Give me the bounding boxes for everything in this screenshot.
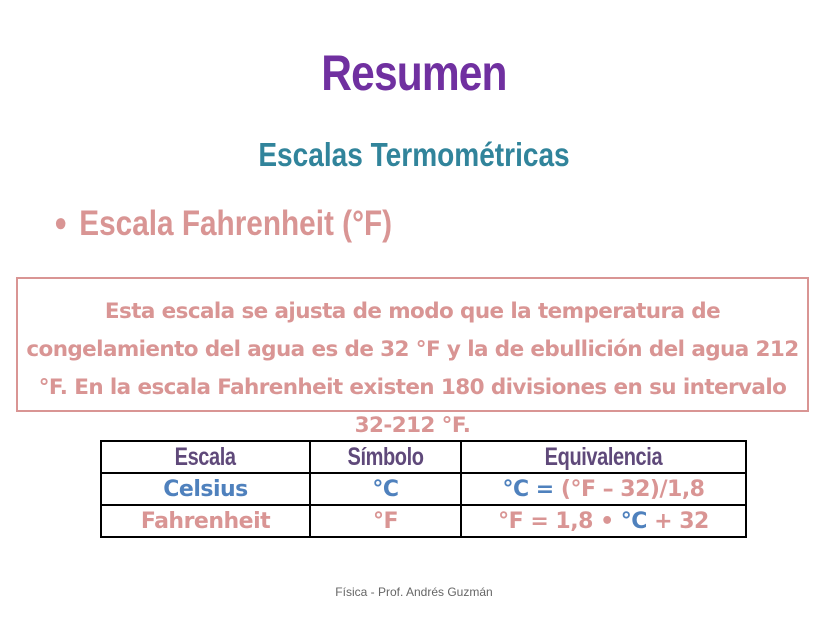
description-text: Esta escala se ajusta de modo que la tem… <box>26 299 799 438</box>
footer: Física - Prof. Andrés Guzmán <box>335 585 493 599</box>
cell-equivalencia: °F = 1,8 • °C + 32 <box>460 504 747 538</box>
bullet-text: Escala Fahrenheit (°F) <box>79 204 393 243</box>
equivalence-table: Escala Símbolo Equivalencia Celsius °C °… <box>100 440 747 538</box>
cell-escala: Celsius <box>100 472 311 506</box>
slide-title: Resumen <box>321 45 507 101</box>
cell-escala: Fahrenheit <box>100 504 311 538</box>
cell-simbolo: °C <box>309 472 462 506</box>
header-escala: Escala <box>100 440 311 474</box>
bullet-icon: ● <box>54 207 68 237</box>
cell-equivalencia: °C = (°F – 32)/1,8 <box>460 472 747 506</box>
header-simbolo: Símbolo <box>309 440 462 474</box>
bullet-item: ● Escala Fahrenheit (°F) <box>54 204 392 244</box>
slide-subtitle: Escalas Termométricas <box>258 136 570 173</box>
table-row: Fahrenheit °F °F = 1,8 • °C + 32 <box>100 504 747 538</box>
description-box: Esta escala se ajusta de modo que la tem… <box>16 277 809 438</box>
cell-simbolo: °F <box>309 504 462 538</box>
table-row: Celsius °C °C = (°F – 32)/1,8 <box>100 472 747 506</box>
header-equivalencia: Equivalencia <box>460 440 747 474</box>
table-header-row: Escala Símbolo Equivalencia <box>100 440 747 474</box>
